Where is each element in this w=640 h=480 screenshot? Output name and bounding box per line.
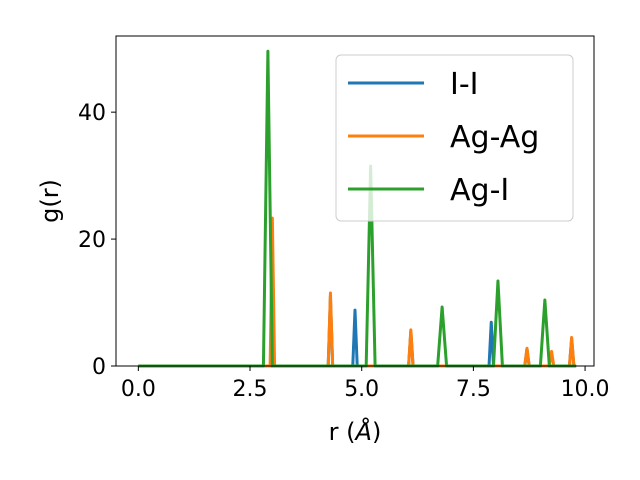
x-tick-label: 0.0 [121,377,156,402]
x-axis-label: r (Å) [329,417,382,446]
y-tick-label: 20 [78,228,106,253]
legend: I-I Ag-Ag Ag-I [335,54,574,222]
plot-frame [115,35,595,367]
y-axis-label: g(r) [36,179,64,223]
x-tick-label: 5.0 [344,377,379,402]
legend-label-0: I-I [450,67,479,102]
series-line-2 [138,49,577,368]
legend-box [335,54,574,222]
legend-label-1: Ag-Ag [450,120,539,155]
x-tick-label: 10.0 [561,377,610,402]
y-tick-label: 40 [78,101,106,126]
x-tick-label: 2.5 [233,377,268,402]
axis-ticks: 0.0 2.5 5.0 7.5 10.0 0 20 40 [78,101,610,402]
x-tick-label: 7.5 [456,377,491,402]
y-tick-label: 0 [92,355,106,380]
legend-label-2: Ag-I [450,173,509,208]
